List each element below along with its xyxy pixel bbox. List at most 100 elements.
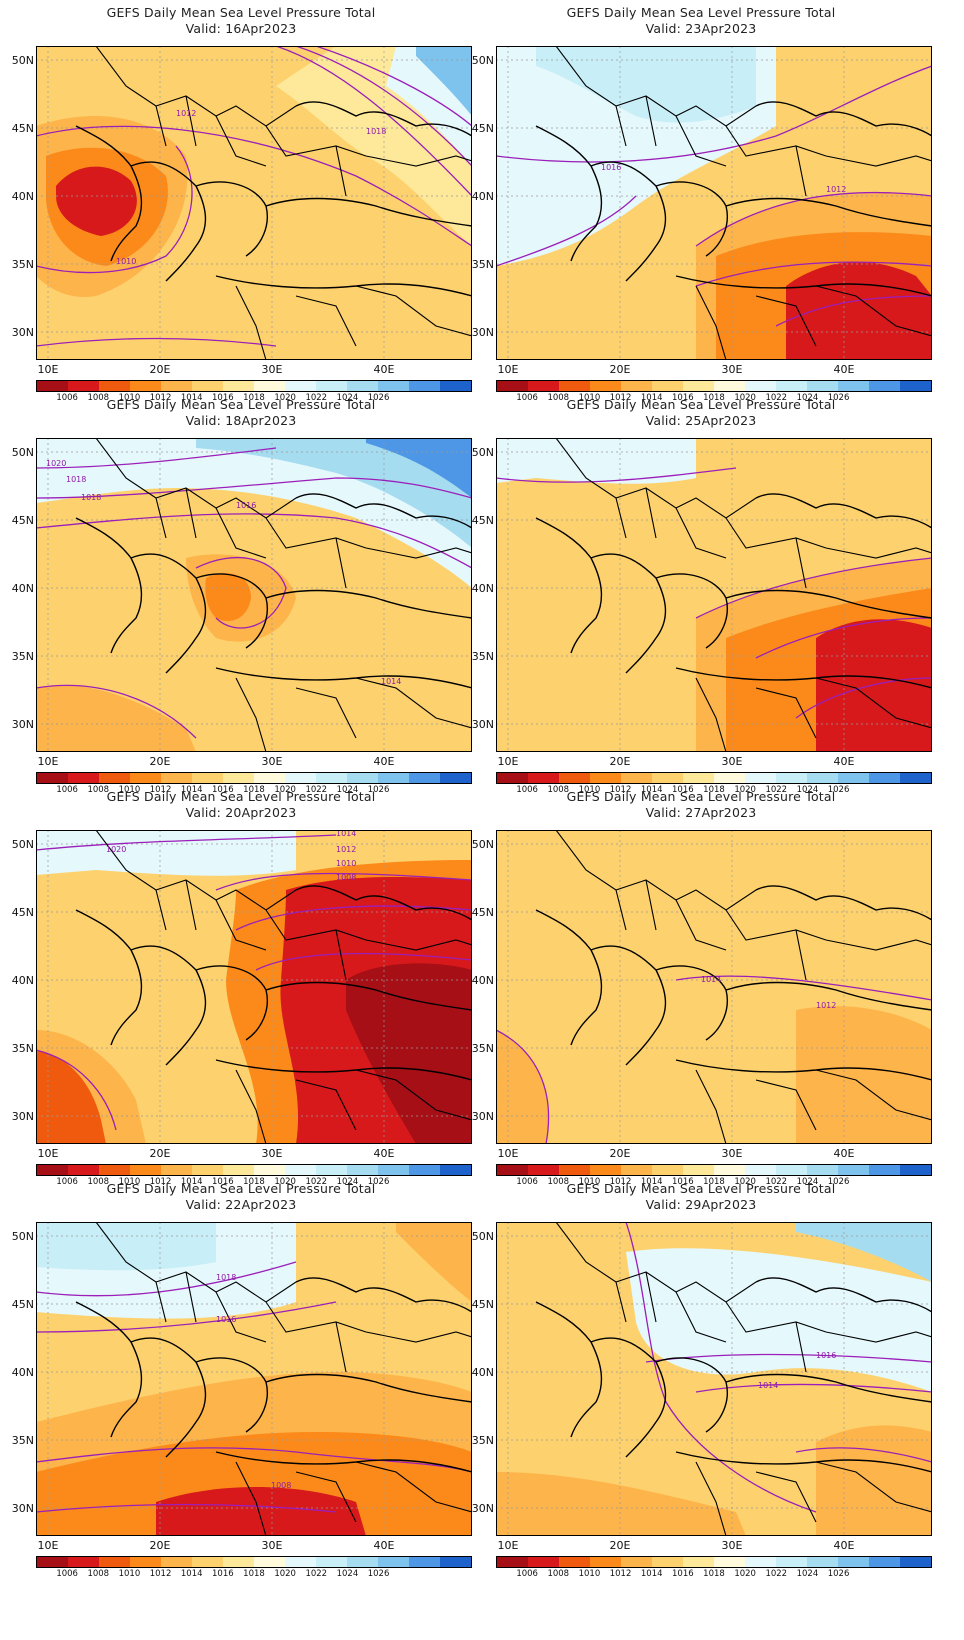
colorbar-swatch <box>37 1557 68 1567</box>
colorbar-label: 1016 <box>672 785 694 795</box>
colorbar-label: 1020 <box>734 1177 756 1187</box>
colorbar-label: 1012 <box>149 1569 172 1579</box>
colorbar-label: 1008 <box>547 785 570 795</box>
colorbar-label: 1008 <box>547 393 570 403</box>
colorbar-swatch <box>621 773 652 783</box>
colorbar-label: 1014 <box>640 785 663 795</box>
colorbar <box>496 1556 932 1568</box>
colorbar-swatch <box>130 1165 161 1175</box>
isobar-line <box>36 337 277 347</box>
colorbar-label: 1026 <box>827 393 850 403</box>
colorbar-swatch <box>528 381 559 391</box>
isobar-line <box>36 145 193 274</box>
colorbar-swatch <box>378 1557 409 1567</box>
latitude-label: 45N <box>471 122 494 135</box>
pressure-fill-region <box>156 1487 366 1536</box>
longitude-label: 20E <box>609 1539 631 1552</box>
pressure-fill-region <box>496 438 696 484</box>
colorbar-swatch <box>99 773 130 783</box>
colorbar-label: 1010 <box>578 393 601 403</box>
colorbar-swatch <box>161 773 192 783</box>
colorbar-label: 1024 <box>796 1177 819 1187</box>
map-title: GEFS Daily Mean Sea Level Pressure Total <box>106 789 376 804</box>
map-title: GEFS Daily Mean Sea Level Pressure Total <box>566 1181 836 1196</box>
map-panel-29apr: GEFS Daily Mean Sea Level Pressure Total… <box>460 1176 942 1586</box>
isobar-line <box>795 677 932 719</box>
isobar-label: 1014 <box>381 677 401 686</box>
pressure-fill-region <box>36 830 296 876</box>
colorbar-swatch <box>409 381 440 391</box>
isobar-line <box>36 1049 117 1131</box>
longitude-label: 10E <box>497 1147 519 1160</box>
isobar-label: 1014 <box>701 975 721 984</box>
colorbar-swatch <box>497 381 528 391</box>
colorbar-label: 1008 <box>87 1177 110 1187</box>
colorbar-swatch <box>745 1557 776 1567</box>
colorbar-swatch <box>745 381 776 391</box>
colorbar-swatch <box>192 381 223 391</box>
longitude-label: 30E <box>721 363 743 376</box>
longitude-label: 20E <box>609 755 631 768</box>
pressure-fill-region <box>366 438 472 498</box>
colorbar-label: 1016 <box>212 1177 234 1187</box>
colorbar-label: 1018 <box>243 1569 265 1579</box>
longitude-label: 30E <box>261 363 283 376</box>
colorbar-label: 1018 <box>243 785 265 795</box>
valid-date: Valid: 18Apr2023 <box>185 413 297 428</box>
colorbar-label: 1012 <box>609 785 632 795</box>
colorbar-swatch <box>37 381 68 391</box>
isobar-label: 1018 <box>216 1273 236 1282</box>
colorbar-swatch <box>559 1557 590 1567</box>
colorbar-swatch <box>745 1165 776 1175</box>
latitude-label: 30N <box>471 1502 494 1515</box>
colorbar-swatch <box>807 773 838 783</box>
colorbar-label: 1026 <box>367 1177 390 1187</box>
longitude-label: 10E <box>37 1539 59 1552</box>
latitude-label: 30N <box>11 326 34 339</box>
colorbar-label: 1014 <box>640 1569 663 1579</box>
colorbar-swatch <box>316 1165 347 1175</box>
longitude-label: 40E <box>373 755 395 768</box>
colorbar-swatch <box>559 1165 590 1175</box>
coastline <box>535 885 932 1081</box>
colorbar-label: 1018 <box>243 1177 265 1187</box>
colorbar-swatch <box>590 381 621 391</box>
country-borders <box>555 1222 932 1536</box>
colorbar-label: 1012 <box>149 785 172 795</box>
pressure-fill-region <box>205 573 251 622</box>
colorbar-swatch <box>440 381 471 391</box>
colorbar-label: 1018 <box>703 785 725 795</box>
colorbar-swatch <box>621 381 652 391</box>
colorbar-swatch <box>68 773 99 783</box>
pressure-fill-region <box>816 1425 932 1536</box>
colorbar-label: 1010 <box>578 1177 601 1187</box>
latitude-label: 45N <box>11 122 34 135</box>
colorbar-swatch <box>497 1557 528 1567</box>
map-title: GEFS Daily Mean Sea Level Pressure Total <box>566 5 836 20</box>
map-title: GEFS Daily Mean Sea Level Pressure Total <box>566 397 836 412</box>
isobar-line <box>496 1029 550 1144</box>
colorbar-label: 1024 <box>336 1569 359 1579</box>
colorbar-swatch <box>161 381 192 391</box>
colorbar-label: 1014 <box>180 1569 203 1579</box>
isobar-label: 1020 <box>46 459 66 468</box>
isobar-label: 1018 <box>366 127 386 136</box>
colorbar-swatch <box>223 773 254 783</box>
longitude-label: 20E <box>149 1539 171 1552</box>
colorbar-label: 1022 <box>305 1177 328 1187</box>
latitude-label: 35N <box>11 1434 34 1447</box>
colorbar-swatch <box>130 773 161 783</box>
pressure-fill-region <box>796 1222 932 1282</box>
colorbar-swatch <box>130 1557 161 1567</box>
pressure-map: 1016 1012 <box>496 46 932 360</box>
isobar-label: 1010 <box>336 859 356 868</box>
pressure-fill-region <box>816 619 932 752</box>
latitude-label: 50N <box>11 446 34 459</box>
valid-date: Valid: 23Apr2023 <box>645 21 757 36</box>
colorbar-label: 1010 <box>118 785 141 795</box>
isobar-line <box>275 46 472 197</box>
isobar-line <box>36 513 472 569</box>
colorbar-swatch <box>745 773 776 783</box>
colorbar-swatch <box>254 381 285 391</box>
latitude-label: 35N <box>11 1042 34 1055</box>
